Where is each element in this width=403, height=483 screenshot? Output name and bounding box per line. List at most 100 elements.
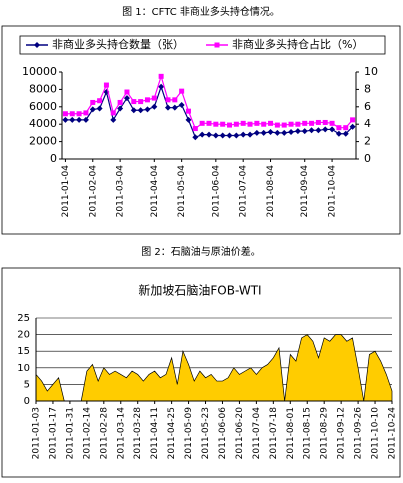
marker (76, 111, 82, 117)
marker (295, 121, 301, 127)
marker (62, 116, 69, 123)
x-tick-label: 2011-07-04 (252, 407, 262, 460)
marker (294, 128, 301, 135)
marker (144, 106, 151, 113)
marker (219, 132, 226, 139)
marker (335, 130, 342, 137)
x-tick-label: 2011-09-12 (337, 407, 347, 459)
x-tick-label: 2011-01-31 (65, 407, 75, 459)
marker (178, 102, 185, 109)
marker (302, 120, 308, 126)
marker (158, 83, 165, 90)
marker (130, 107, 137, 114)
marker (199, 120, 205, 126)
marker (274, 129, 281, 136)
y2-tick-label: 10 (364, 65, 378, 78)
y-tick-label: 6000 (29, 100, 57, 113)
x-tick-label: 2011-08-29 (320, 407, 330, 460)
marker (124, 89, 130, 95)
marker (315, 119, 321, 125)
marker (288, 121, 294, 127)
y-tick-label: 2000 (29, 135, 57, 148)
y2-tick-label: 4 (364, 117, 371, 130)
marker (322, 126, 329, 133)
marker (151, 95, 157, 101)
marker (288, 129, 295, 136)
marker (254, 120, 260, 126)
marker (281, 129, 288, 136)
x-tick-label: 2011-02-04 (88, 165, 98, 218)
marker (137, 107, 144, 114)
marker (158, 73, 164, 79)
marker (253, 129, 260, 136)
area (35, 334, 393, 402)
marker (171, 104, 178, 111)
y-tick-label: 15 (17, 346, 30, 357)
x-tick-label: 2011-10-10 (371, 407, 381, 460)
x-tick-label: 2011-03-28 (133, 407, 143, 460)
marker (212, 132, 219, 139)
marker (76, 116, 83, 123)
marker (96, 105, 103, 112)
marker (34, 42, 40, 48)
x-tick-label: 2011-04-25 (167, 407, 177, 459)
marker (329, 126, 336, 133)
marker (151, 103, 158, 110)
marker (240, 120, 246, 126)
marker (261, 121, 267, 127)
x-tick-label: 2011-05-23 (201, 407, 211, 459)
marker (172, 97, 178, 103)
marker (192, 126, 198, 132)
marker (233, 132, 240, 139)
marker (308, 127, 315, 134)
marker (90, 99, 96, 105)
y-tick-label: 10 (17, 363, 30, 374)
marker (110, 110, 116, 116)
y-tick-label: 4000 (29, 117, 57, 130)
x-tick-label: 2011-04-11 (150, 407, 160, 459)
marker (240, 131, 247, 138)
x-tick-label: 2011-04-04 (150, 165, 160, 218)
marker (185, 108, 191, 114)
x-tick-label: 2011-08-01 (286, 407, 296, 459)
marker (301, 128, 308, 135)
marker (123, 95, 130, 102)
marker (97, 98, 103, 104)
x-tick-label: 2011-10-04 (328, 165, 338, 218)
marker (69, 111, 75, 117)
legend-box (19, 35, 386, 55)
marker (281, 122, 287, 128)
marker (131, 99, 137, 105)
marker (342, 130, 349, 137)
y2-tick-label: 8 (364, 82, 371, 95)
marker (247, 121, 253, 127)
marker (117, 105, 124, 112)
x-tick-label: 2011-06-20 (235, 407, 245, 460)
marker (103, 82, 109, 88)
marker (267, 129, 274, 136)
x-tick-label: 2011-09-26 (354, 407, 364, 460)
x-tick-label: 2011-10-24 (388, 407, 398, 460)
marker (227, 122, 233, 128)
y2-tick-label: 0 (364, 152, 371, 165)
marker (220, 121, 226, 127)
marker (322, 119, 328, 125)
x-tick-label: 2011-03-14 (116, 407, 126, 460)
y-tick-label: 25 (17, 313, 30, 324)
x-tick-label: 2011-01-17 (48, 407, 58, 459)
marker (349, 123, 356, 130)
x-tick-label: 2011-06-04 (211, 165, 221, 218)
marker (260, 129, 267, 136)
marker (247, 131, 254, 138)
marker (192, 134, 199, 141)
y-tick-label: 10000 (22, 65, 57, 78)
x-tick-label: 2011-02-14 (82, 407, 92, 460)
marker (89, 106, 96, 113)
y2-tick-label: 2 (364, 135, 371, 148)
legend-label: 非商业多头持仓数量（张） (52, 37, 184, 51)
marker (214, 42, 220, 48)
marker (233, 121, 239, 127)
x-tick-label: 2011-08-15 (303, 407, 313, 459)
x-tick-label: 2011-01-03 (32, 407, 42, 459)
